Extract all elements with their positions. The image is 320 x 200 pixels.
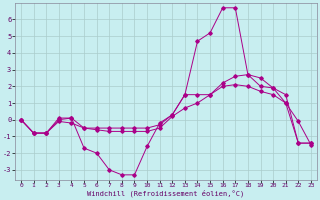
X-axis label: Windchill (Refroidissement éolien,°C): Windchill (Refroidissement éolien,°C) — [87, 190, 244, 197]
